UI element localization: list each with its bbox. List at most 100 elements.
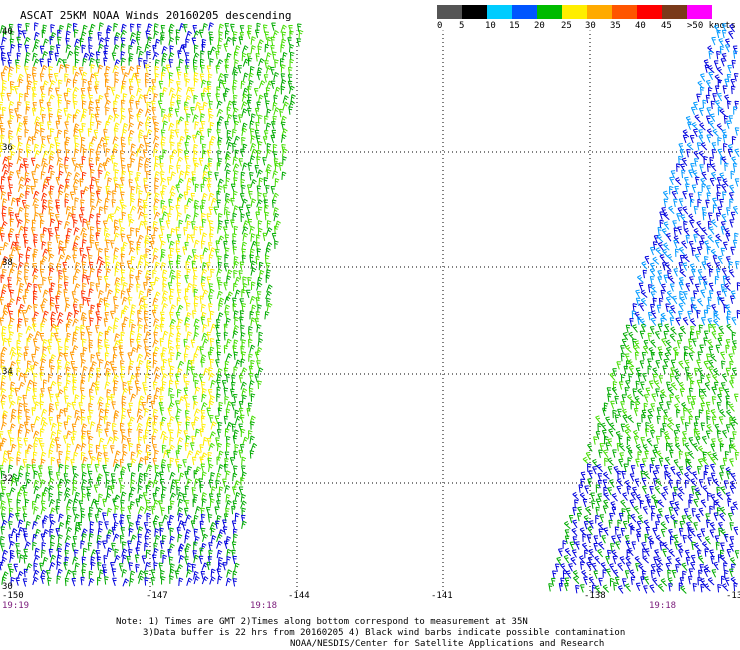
wind-barb — [225, 470, 231, 479]
wind-barb — [40, 127, 46, 137]
wind-barb — [677, 492, 684, 501]
wind-barb — [644, 255, 650, 265]
wind-barb — [175, 184, 180, 193]
wind-barb — [24, 92, 29, 102]
wind-barb — [622, 520, 628, 530]
wind-barb — [25, 386, 32, 395]
wind-barb — [591, 500, 596, 509]
wind-barb — [58, 513, 64, 522]
wind-barb — [719, 409, 726, 418]
wind-barb — [40, 408, 48, 417]
wind-barb — [230, 219, 235, 228]
wind-barb — [145, 464, 153, 473]
wind-barb — [121, 568, 128, 578]
wind-barb — [661, 337, 667, 347]
wind-barb — [127, 380, 132, 390]
wind-barb — [7, 429, 12, 439]
wind-barb — [42, 379, 48, 388]
wind-barb — [96, 143, 103, 152]
wind-barb — [192, 143, 199, 153]
wind-barb — [120, 527, 126, 536]
wind-barb — [98, 415, 104, 425]
wind-barb — [78, 128, 84, 138]
wind-barb — [249, 450, 255, 459]
wind-barb — [120, 66, 126, 75]
wind-barb — [272, 115, 277, 125]
wind-barb — [273, 107, 280, 116]
wind-barb — [208, 493, 214, 502]
wind-barb — [281, 148, 288, 157]
wind-barb — [210, 379, 217, 389]
wind-barb — [706, 492, 712, 502]
wind-barb — [9, 171, 15, 180]
wind-barb — [104, 352, 110, 361]
wind-barb — [206, 65, 212, 74]
wind-barb — [247, 57, 253, 66]
wind-barb — [137, 526, 144, 535]
wind-barb — [685, 282, 691, 292]
wind-barb — [710, 463, 715, 473]
wind-barb — [663, 221, 670, 230]
wind-barb — [655, 388, 660, 397]
wind-barb — [623, 365, 629, 375]
wind-barb — [70, 436, 76, 446]
wind-barb — [249, 142, 257, 152]
wind-barb — [657, 323, 663, 332]
wind-barb — [682, 407, 688, 416]
wind-barb — [22, 394, 27, 404]
wind-barb — [215, 65, 221, 74]
wind-barb — [96, 220, 101, 229]
wind-barb — [152, 135, 160, 144]
wind-barb — [73, 235, 81, 244]
wind-barb — [17, 183, 25, 193]
wind-barb — [96, 268, 103, 277]
wind-barb — [190, 339, 196, 348]
wind-barb — [584, 485, 589, 494]
wind-barb — [258, 58, 265, 67]
wind-barb — [48, 66, 53, 75]
wind-barb — [126, 260, 132, 269]
wind-barb — [217, 178, 224, 187]
wind-barb — [229, 457, 235, 466]
wind-barb — [142, 296, 147, 305]
wind-barb — [218, 302, 224, 311]
wind-barb — [32, 533, 38, 543]
wind-barb — [96, 120, 102, 129]
wind-barb — [206, 213, 212, 222]
wind-barb — [177, 116, 185, 125]
wind-barb — [217, 235, 225, 244]
wind-barb — [225, 211, 231, 220]
wind-barb — [120, 43, 126, 52]
wind-barb — [580, 471, 586, 480]
wind-barb — [202, 101, 208, 111]
wind-barb — [9, 144, 16, 153]
wind-barb — [130, 393, 137, 402]
wind-barb — [586, 534, 592, 543]
wind-barb — [168, 29, 174, 38]
wind-barb — [72, 275, 78, 285]
wind-barb — [23, 352, 28, 361]
wind-barb — [40, 255, 48, 265]
wind-barb — [297, 23, 302, 32]
wind-barb — [232, 233, 237, 242]
wind-barb — [664, 262, 672, 271]
wind-barb — [706, 304, 712, 314]
wind-barb — [721, 183, 727, 193]
wind-barb — [120, 29, 127, 38]
wind-barb — [74, 443, 82, 452]
wind-barb — [161, 113, 169, 123]
wind-barb — [708, 120, 715, 129]
wind-barb — [686, 142, 694, 151]
wind-barb — [201, 218, 207, 228]
wind-barb — [168, 332, 175, 341]
wind-barb — [185, 213, 191, 223]
wind-barb — [130, 185, 136, 195]
wind-barb — [32, 569, 40, 578]
wind-barb — [24, 58, 30, 67]
wind-barb — [63, 281, 69, 291]
wind-barb — [711, 386, 716, 395]
wind-barb — [233, 51, 239, 60]
wind-barb — [25, 190, 30, 200]
wind-barb — [95, 59, 100, 68]
wind-barb — [105, 65, 111, 75]
